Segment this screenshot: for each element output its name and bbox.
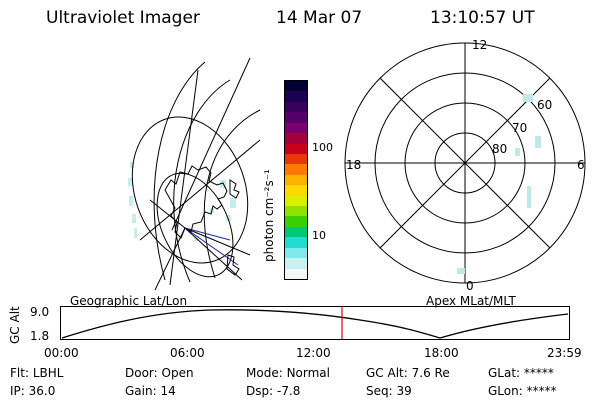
ip-field: IP: 36.0 bbox=[10, 384, 55, 398]
flt-label: Flt: bbox=[10, 366, 29, 380]
colorbar-segment bbox=[285, 122, 307, 134]
colorbar-segment bbox=[285, 174, 307, 186]
flt-field: Flt: LBHL bbox=[10, 366, 63, 380]
mlat-label-60: 60 bbox=[537, 98, 553, 112]
mode-value: Normal bbox=[286, 366, 330, 380]
colorbar-units-label: photon cm⁻²s⁻¹ bbox=[262, 169, 276, 262]
colorbar-segment bbox=[285, 206, 307, 217]
gc-alt-value: 7.6 Re bbox=[411, 366, 450, 380]
glat-value: ***** bbox=[523, 366, 554, 380]
mlat-label-70: 70 bbox=[512, 121, 528, 135]
colorbar-segment bbox=[285, 164, 307, 175]
gc-alt-tick-9: 9.0 bbox=[30, 305, 50, 319]
colorbar-segment bbox=[285, 237, 307, 248]
mlt-label-6: 6 bbox=[577, 158, 585, 172]
time-tick-1200: 12:00 bbox=[296, 346, 331, 360]
gain-field: Gain: 14 bbox=[125, 384, 176, 398]
instrument-title: Ultraviolet Imager bbox=[46, 8, 200, 28]
flt-value: LBHL bbox=[32, 366, 64, 380]
door-label: Door: bbox=[125, 366, 158, 380]
colorbar bbox=[284, 80, 308, 280]
ip-label: IP: bbox=[10, 384, 25, 398]
colorbar-segment bbox=[285, 195, 307, 207]
mode-label: Mode: bbox=[246, 366, 283, 380]
gain-label: Gain: bbox=[125, 384, 157, 398]
colorbar-tick-100: 100 bbox=[312, 141, 333, 154]
time-tick-0000: 00:00 bbox=[44, 346, 79, 360]
colorbar-segment bbox=[285, 247, 307, 259]
ip-value: 36.0 bbox=[28, 384, 56, 398]
geographic-label: Geographic Lat/Lon bbox=[70, 294, 188, 308]
time-tick-2359: 23:59 bbox=[547, 346, 582, 360]
observation-date: 14 Mar 07 bbox=[276, 8, 363, 28]
time-tick-1800: 18:00 bbox=[424, 346, 459, 360]
colorbar-tick-10: 10 bbox=[312, 229, 326, 242]
colorbar-segment bbox=[285, 101, 307, 113]
gc-alt-label: GC Alt: bbox=[366, 366, 408, 380]
colorbar-segment bbox=[285, 91, 307, 102]
dsp-value: -7.8 bbox=[276, 384, 301, 398]
time-tick-0600: 06:00 bbox=[170, 346, 205, 360]
colorbar-segment bbox=[285, 112, 307, 123]
colorbar-segment bbox=[285, 143, 307, 154]
mlat-label-80: 80 bbox=[492, 142, 508, 156]
glon-label: GLon: bbox=[488, 384, 523, 398]
door-field: Door: Open bbox=[125, 366, 194, 380]
mlt-label-18: 18 bbox=[346, 158, 362, 172]
geographic-map bbox=[128, 57, 261, 290]
colorbar-segment bbox=[285, 185, 307, 196]
glon-field: GLon: ***** bbox=[488, 384, 557, 398]
colorbar-segment bbox=[285, 268, 307, 280]
glat-field: GLat: ***** bbox=[488, 366, 554, 380]
colorbar-segment bbox=[285, 216, 307, 227]
apex-polar-plot bbox=[344, 42, 586, 284]
mlt-label-12: 12 bbox=[472, 38, 488, 52]
glat-label: GLat: bbox=[488, 366, 521, 380]
colorbar-segment bbox=[285, 258, 307, 269]
gc-alt-axis-label: GC Alt bbox=[8, 306, 22, 344]
gc-alt-field: GC Alt: 7.6 Re bbox=[366, 366, 450, 380]
gain-value: 14 bbox=[160, 384, 176, 398]
dsp-field: Dsp: -7.8 bbox=[246, 384, 300, 398]
door-value: Open bbox=[161, 366, 194, 380]
gc-alt-tick-1.8: 1.8 bbox=[30, 329, 50, 343]
seq-field: Seq: 39 bbox=[366, 384, 412, 398]
seq-label: Seq: bbox=[366, 384, 393, 398]
mode-field: Mode: Normal bbox=[246, 366, 330, 380]
observation-time: 13:10:57 UT bbox=[430, 8, 535, 28]
seq-value: 39 bbox=[396, 384, 412, 398]
colorbar-segment bbox=[285, 81, 307, 92]
colorbar-segment bbox=[285, 226, 307, 238]
gc-alt-strip-chart bbox=[60, 306, 570, 340]
colorbar-segment bbox=[285, 133, 307, 144]
dsp-label: Dsp: bbox=[246, 384, 274, 398]
colorbar-segment bbox=[285, 153, 307, 165]
glon-value: ***** bbox=[526, 384, 557, 398]
mlt-label-0: 0 bbox=[466, 279, 474, 293]
apex-label: Apex MLat/MLT bbox=[426, 294, 516, 308]
